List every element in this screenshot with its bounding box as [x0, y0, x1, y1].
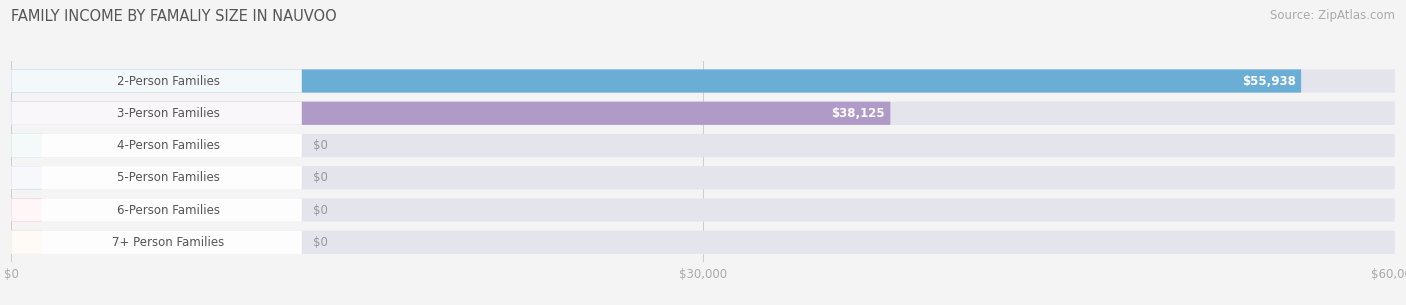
FancyBboxPatch shape	[11, 199, 302, 222]
Text: $0: $0	[314, 171, 328, 184]
FancyBboxPatch shape	[11, 102, 302, 125]
FancyBboxPatch shape	[11, 102, 890, 125]
FancyBboxPatch shape	[11, 166, 302, 189]
FancyBboxPatch shape	[11, 70, 1301, 93]
Text: Source: ZipAtlas.com: Source: ZipAtlas.com	[1270, 9, 1395, 22]
FancyBboxPatch shape	[11, 134, 1395, 157]
FancyBboxPatch shape	[11, 231, 42, 254]
FancyBboxPatch shape	[11, 231, 1395, 254]
FancyBboxPatch shape	[11, 134, 302, 157]
Text: 3-Person Families: 3-Person Families	[117, 107, 219, 120]
FancyBboxPatch shape	[11, 70, 1395, 93]
FancyBboxPatch shape	[11, 102, 1395, 125]
Text: $38,125: $38,125	[831, 107, 884, 120]
Text: 2-Person Families: 2-Person Families	[117, 74, 219, 88]
Text: $0: $0	[314, 203, 328, 217]
FancyBboxPatch shape	[11, 134, 42, 157]
FancyBboxPatch shape	[11, 166, 42, 189]
FancyBboxPatch shape	[11, 199, 42, 222]
FancyBboxPatch shape	[11, 199, 1395, 222]
Text: 5-Person Families: 5-Person Families	[117, 171, 219, 184]
Text: $0: $0	[314, 236, 328, 249]
Text: FAMILY INCOME BY FAMALIY SIZE IN NAUVOO: FAMILY INCOME BY FAMALIY SIZE IN NAUVOO	[11, 9, 337, 24]
FancyBboxPatch shape	[11, 70, 302, 93]
FancyBboxPatch shape	[11, 166, 1395, 189]
Text: 4-Person Families: 4-Person Families	[117, 139, 219, 152]
Text: 6-Person Families: 6-Person Families	[117, 203, 219, 217]
FancyBboxPatch shape	[11, 231, 302, 254]
Text: 7+ Person Families: 7+ Person Families	[112, 236, 225, 249]
Text: $0: $0	[314, 139, 328, 152]
Text: $55,938: $55,938	[1241, 74, 1295, 88]
